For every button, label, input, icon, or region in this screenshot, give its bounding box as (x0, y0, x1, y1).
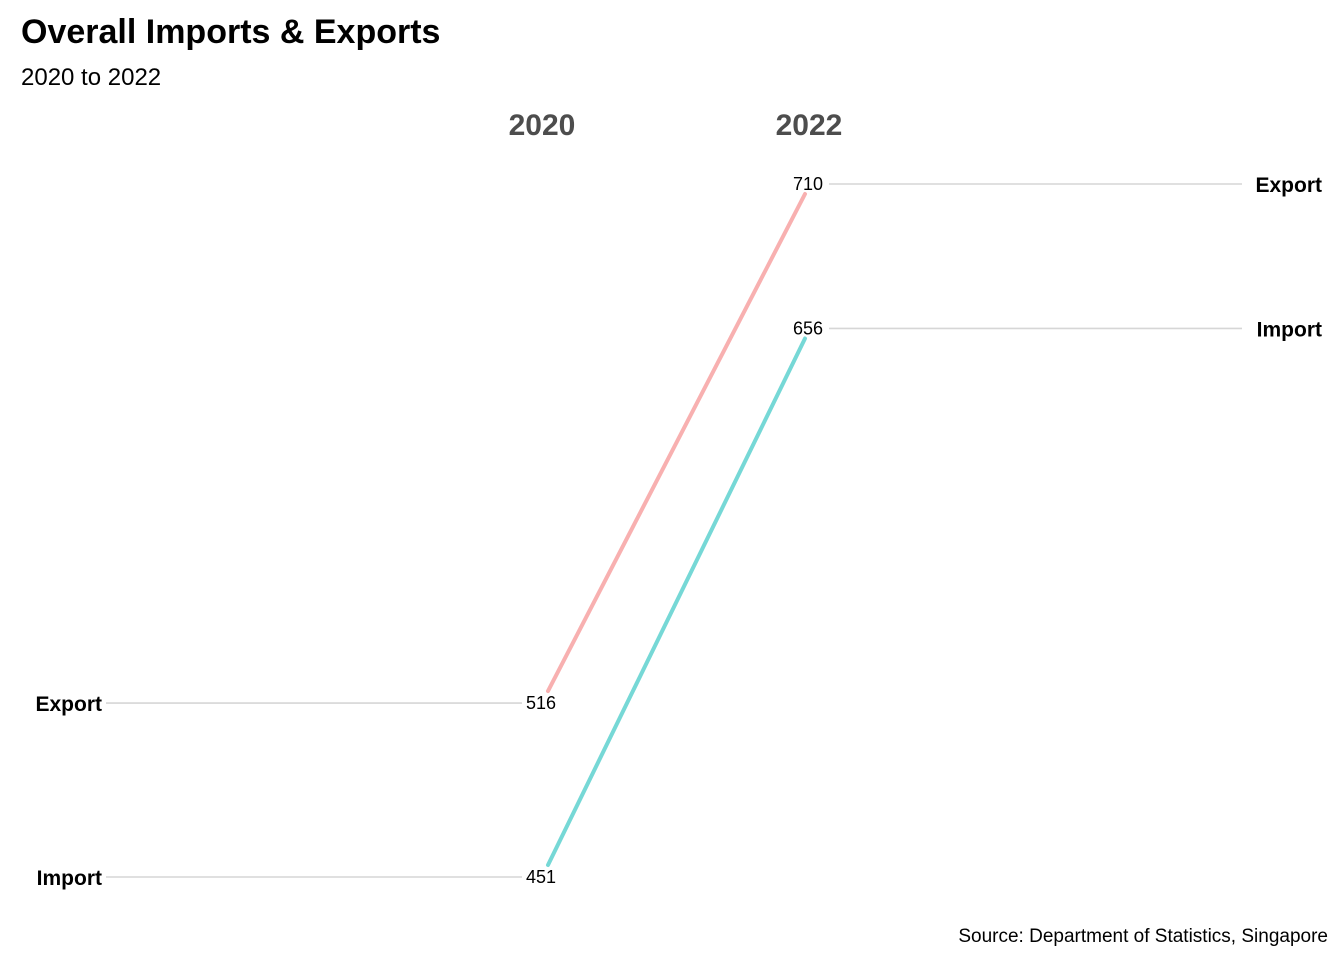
chart-title: Overall Imports & Exports (21, 13, 440, 51)
import-slope-line (546, 336, 807, 867)
export-value-end: 710 (793, 174, 823, 194)
chart-labels: Export Export 516 710 Import Import 451 656 (35, 174, 1322, 890)
chart-subtitle: 2020 to 2022 (21, 64, 161, 91)
chart-caption: Source: Department of Statistics, Singap… (958, 926, 1328, 947)
export-label-start: Export (35, 693, 102, 716)
leader-lines (106, 183, 1242, 878)
year-header-end: 2022 (776, 109, 843, 142)
import-value-start: 451 (526, 867, 556, 887)
import-label-start: Import (37, 867, 102, 890)
import-value-end: 656 (793, 318, 823, 338)
export-slope-line (546, 192, 807, 694)
export-label-end: Export (1255, 174, 1322, 197)
import-label-end: Import (1257, 318, 1322, 341)
slope-lines (546, 192, 807, 867)
year-header-start: 2020 (509, 109, 576, 142)
export-value-start: 516 (526, 693, 556, 713)
